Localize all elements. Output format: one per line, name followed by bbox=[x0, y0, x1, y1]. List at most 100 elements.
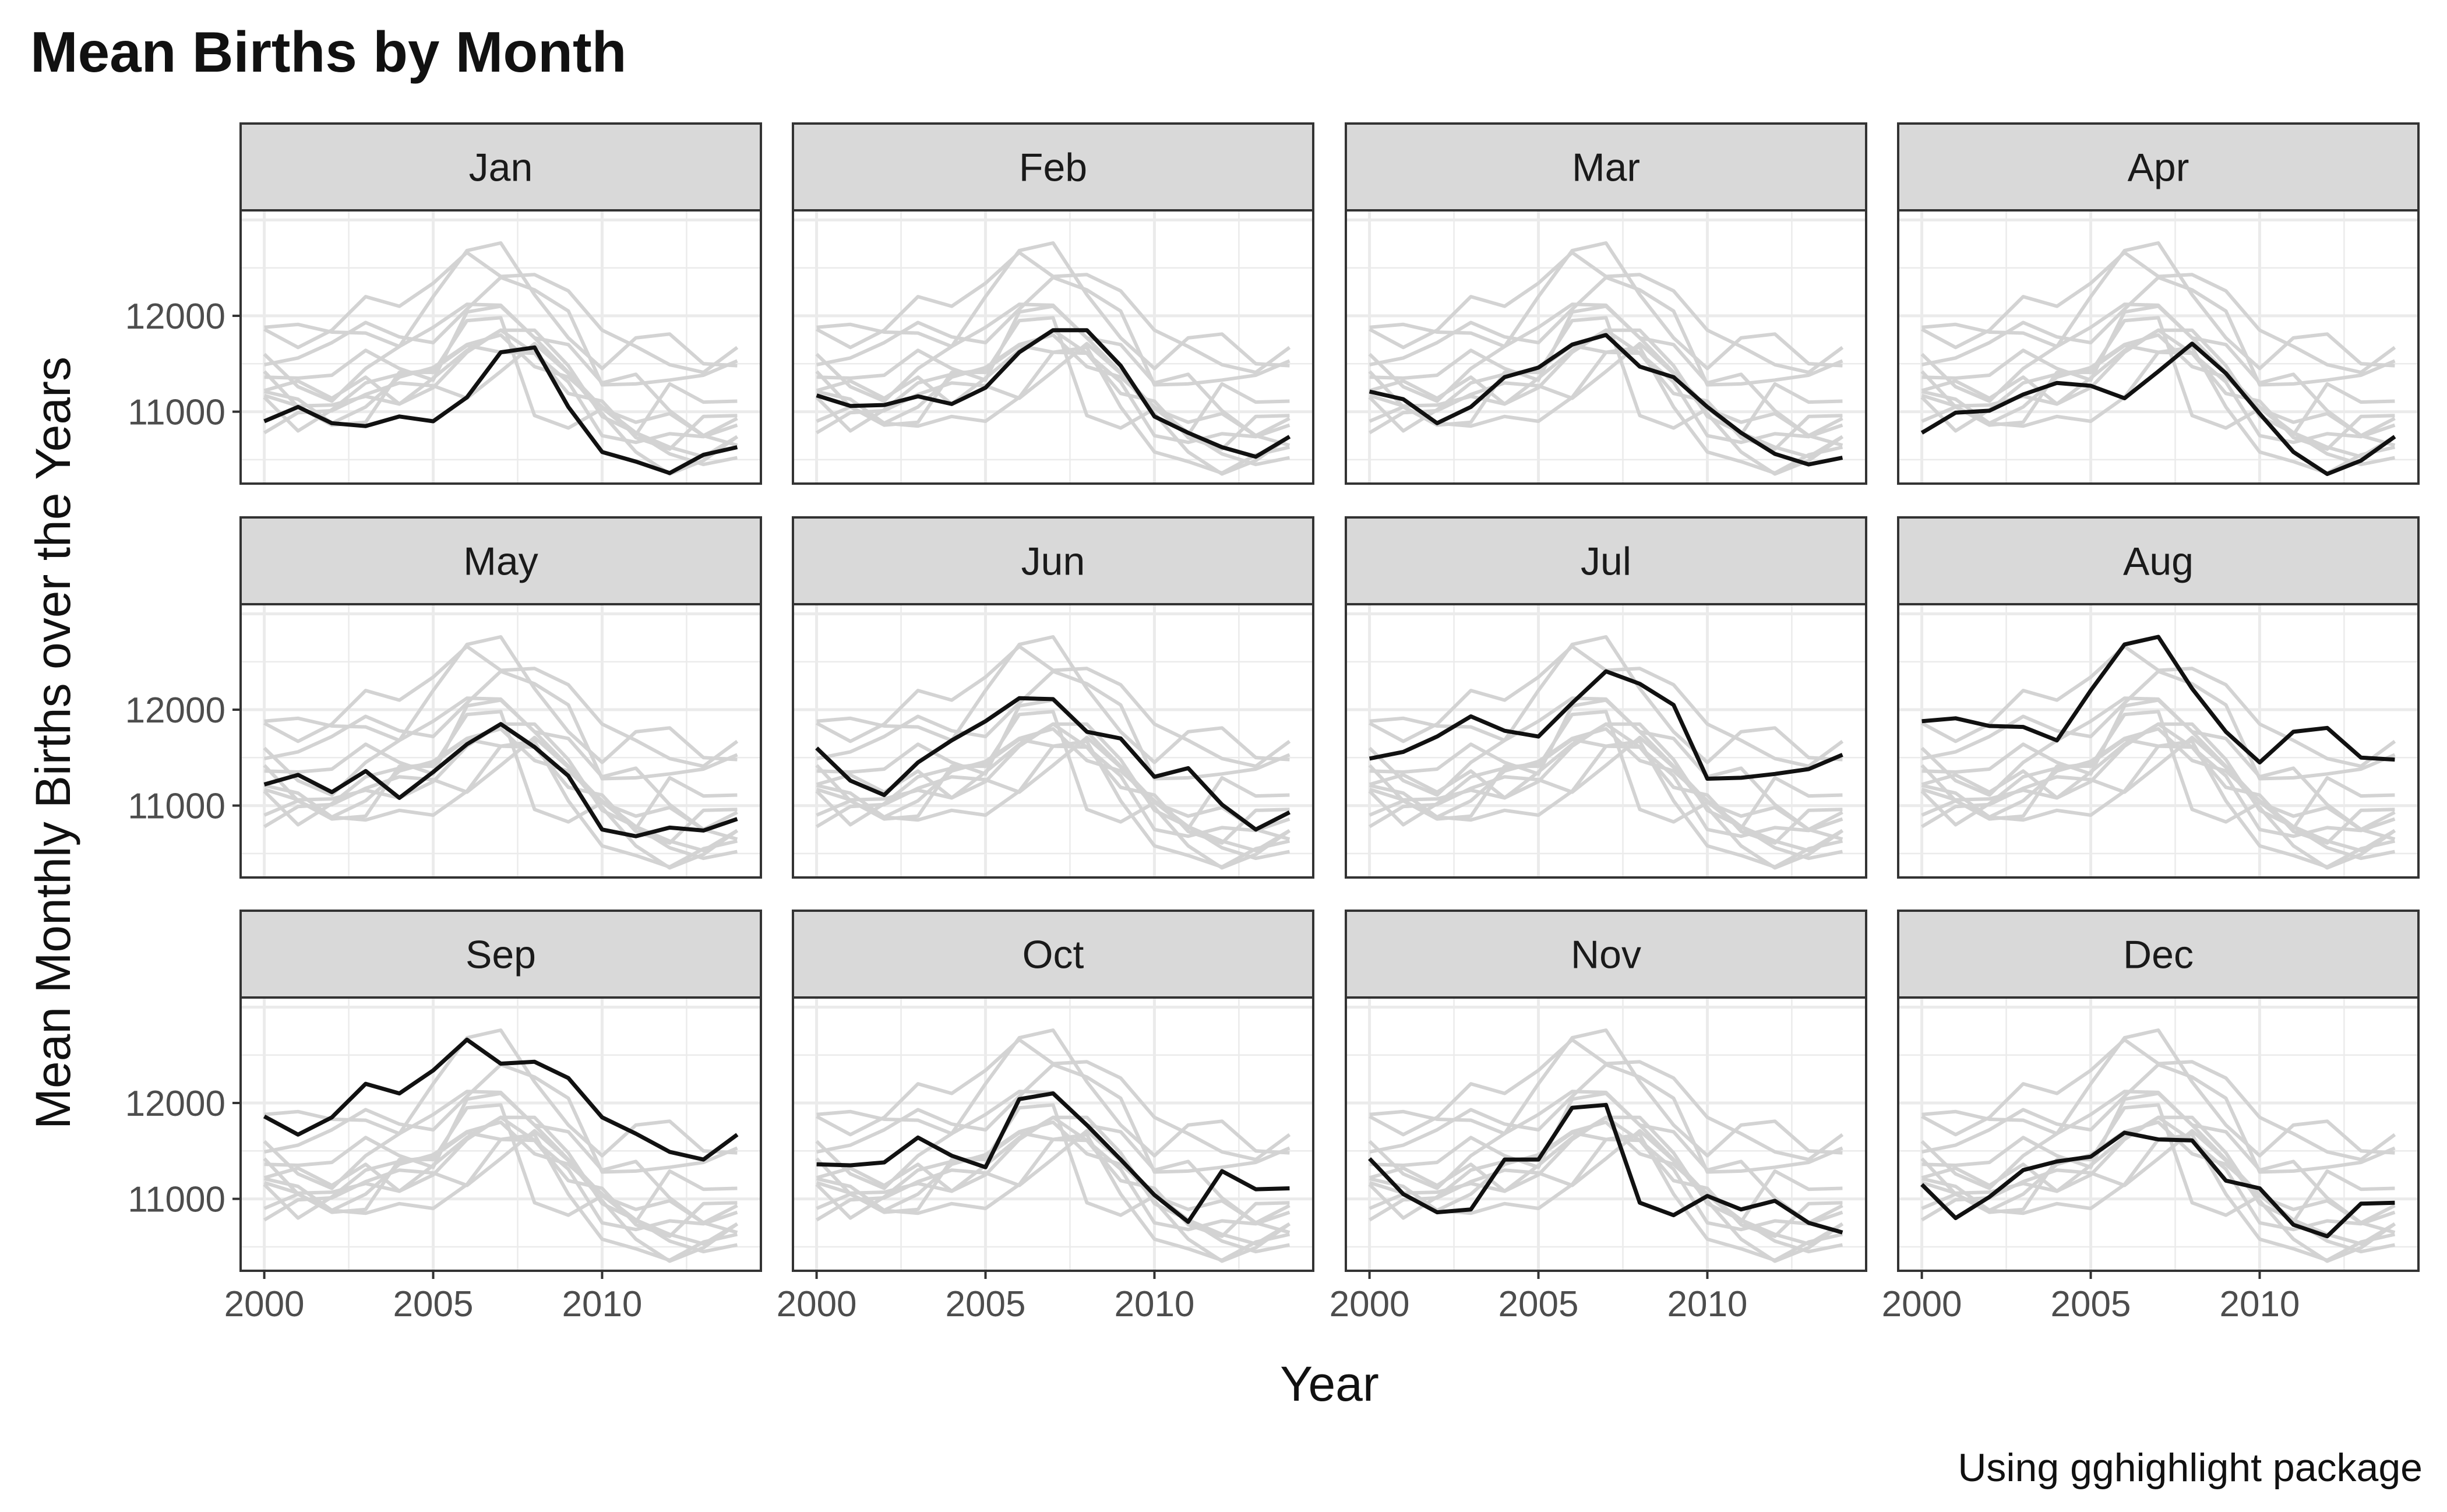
strip-label-nov: Nov bbox=[1571, 933, 1641, 977]
panel-border-may bbox=[239, 603, 762, 879]
series-line-sep-background bbox=[263, 251, 739, 375]
panel-border-oct bbox=[792, 996, 1314, 1272]
facet-panel-oct: Oct 2000 2005 2010 bbox=[777, 910, 1314, 1324]
series-line-oct-background bbox=[1369, 1091, 1843, 1224]
series-line-jan-highlight bbox=[263, 345, 738, 475]
series-line-oct-background bbox=[264, 1091, 738, 1224]
strip-label-feb: Feb bbox=[1019, 146, 1087, 190]
facet-panel-feb: Feb bbox=[792, 122, 1314, 485]
series-line-sep-background bbox=[1921, 1038, 2396, 1162]
series-line-feb-highlight bbox=[816, 328, 1291, 459]
strip-may bbox=[239, 516, 762, 605]
facet-panel-dec: Dec 2000 2005 2010 bbox=[1882, 910, 2420, 1324]
y-tick-label: 11000 bbox=[128, 787, 225, 827]
series-line-aug-background bbox=[1369, 635, 1843, 764]
x-tick-label: 2005 bbox=[2051, 1284, 2131, 1324]
series-line-mar-highlight bbox=[1369, 333, 1843, 467]
series-line-nov-background bbox=[1920, 316, 2396, 447]
series-line-apr-background bbox=[816, 1129, 1291, 1263]
series-line-oct-background bbox=[264, 304, 738, 437]
panel-border-apr bbox=[1897, 209, 2420, 485]
panel-border-aug bbox=[1897, 603, 2420, 879]
series-line-sep-background bbox=[816, 1038, 1291, 1162]
series-line-apr-background bbox=[1921, 735, 2396, 870]
series-line-aug-background bbox=[264, 635, 738, 764]
series-line-oct-background bbox=[1369, 304, 1843, 437]
panel-background-jun bbox=[793, 604, 1313, 877]
x-tick-label: 2010 bbox=[2219, 1284, 2300, 1324]
facet-panel-nov: Nov 2000 2005 2010 bbox=[1330, 910, 1867, 1324]
series-line-sep-background bbox=[1921, 644, 2396, 769]
series-line-sep-background bbox=[1369, 1038, 1844, 1162]
strip-label-aug: Aug bbox=[2123, 540, 2194, 584]
series-line-oct-background bbox=[1369, 698, 1843, 831]
gridlines-may bbox=[241, 604, 761, 877]
strip-label-oct: Oct bbox=[1022, 933, 1084, 977]
series-line-aug-background bbox=[816, 635, 1290, 764]
y-tick-label: 11000 bbox=[128, 393, 225, 433]
facet-panel-may: May 11000 12000 bbox=[125, 516, 762, 879]
series-line-jun-highlight bbox=[815, 696, 1291, 832]
y-tick-label: 12000 bbox=[125, 1084, 225, 1124]
panel-border-jul bbox=[1345, 603, 1867, 879]
series-line-nov-background bbox=[1368, 316, 1843, 447]
panel-background-jan bbox=[241, 210, 761, 484]
series-line-apr-background bbox=[263, 1129, 739, 1263]
series-line-aug-background bbox=[1369, 1028, 1843, 1158]
series-line-oct-background bbox=[1921, 304, 2395, 437]
series-line-apr-background bbox=[1921, 1129, 2396, 1263]
series-line-nov-background bbox=[815, 710, 1291, 841]
strip-jan bbox=[239, 122, 762, 212]
series-line-sep-background bbox=[263, 644, 739, 769]
facet-panel-jul: Jul bbox=[1345, 516, 1867, 879]
chart-caption: Using gghighlight package bbox=[1958, 1446, 2423, 1490]
panel-background-feb bbox=[793, 210, 1313, 484]
panel-border-jun bbox=[792, 603, 1314, 879]
strip-feb bbox=[792, 122, 1314, 212]
facet-panel-apr: Apr bbox=[1897, 122, 2420, 485]
series-line-aug-background bbox=[264, 1028, 738, 1158]
series-line-nov-highlight bbox=[1368, 1102, 1843, 1235]
series-line-apr-background bbox=[816, 341, 1291, 476]
series-line-apr-background bbox=[263, 735, 739, 870]
series-line-oct-background bbox=[1921, 698, 2395, 831]
series-line-aug-background bbox=[1921, 241, 2395, 371]
series-line-sep-background bbox=[1369, 251, 1844, 375]
series-line-sep-background bbox=[1921, 251, 2396, 375]
strip-aug bbox=[1897, 516, 2420, 605]
series-line-jul-highlight bbox=[1369, 669, 1843, 781]
series-line-oct-background bbox=[264, 698, 738, 831]
series-line-nov-background bbox=[1920, 1103, 2396, 1235]
strip-label-sep: Sep bbox=[466, 933, 536, 977]
series-line-nov-background bbox=[263, 1103, 738, 1235]
series-line-dec-background bbox=[815, 1131, 1290, 1238]
series-line-apr-background bbox=[1369, 735, 1844, 870]
panel-background-dec bbox=[1898, 998, 2418, 1271]
strip-label-jun: Jun bbox=[1021, 540, 1085, 584]
panel-background-mar bbox=[1346, 210, 1866, 484]
series-line-apr-background bbox=[263, 341, 739, 476]
x-tick-label: 2005 bbox=[946, 1284, 1026, 1324]
series-line-dec-background bbox=[1920, 738, 2395, 845]
panel-background-aug bbox=[1898, 604, 2418, 877]
x-tick-label: 2005 bbox=[1498, 1284, 1579, 1324]
strip-sep bbox=[239, 910, 762, 999]
panel-border-mar bbox=[1345, 209, 1867, 485]
strip-label-jan: Jan bbox=[469, 146, 533, 190]
chart-title: Mean Births by Month bbox=[30, 20, 627, 84]
series-line-apr-background bbox=[816, 735, 1291, 870]
x-tick-label: 2010 bbox=[1667, 1284, 1747, 1324]
y-tick-label: 12000 bbox=[125, 690, 225, 731]
panel-background-may bbox=[241, 604, 761, 877]
x-tick-label: 2000 bbox=[777, 1284, 857, 1324]
facet-panel-aug: Aug bbox=[1897, 516, 2420, 879]
x-tick-label: 2000 bbox=[1882, 1284, 1962, 1324]
series-line-aug-background bbox=[816, 241, 1290, 371]
x-tick-label: 2000 bbox=[1330, 1284, 1410, 1324]
panel-border-feb bbox=[792, 209, 1314, 485]
panel-background-oct bbox=[793, 998, 1313, 1271]
facet-panel-jun: Jun bbox=[792, 516, 1314, 879]
series-line-aug-highlight bbox=[1921, 635, 2395, 764]
strip-oct bbox=[792, 910, 1314, 999]
series-line-dec-highlight bbox=[1920, 1130, 2395, 1239]
